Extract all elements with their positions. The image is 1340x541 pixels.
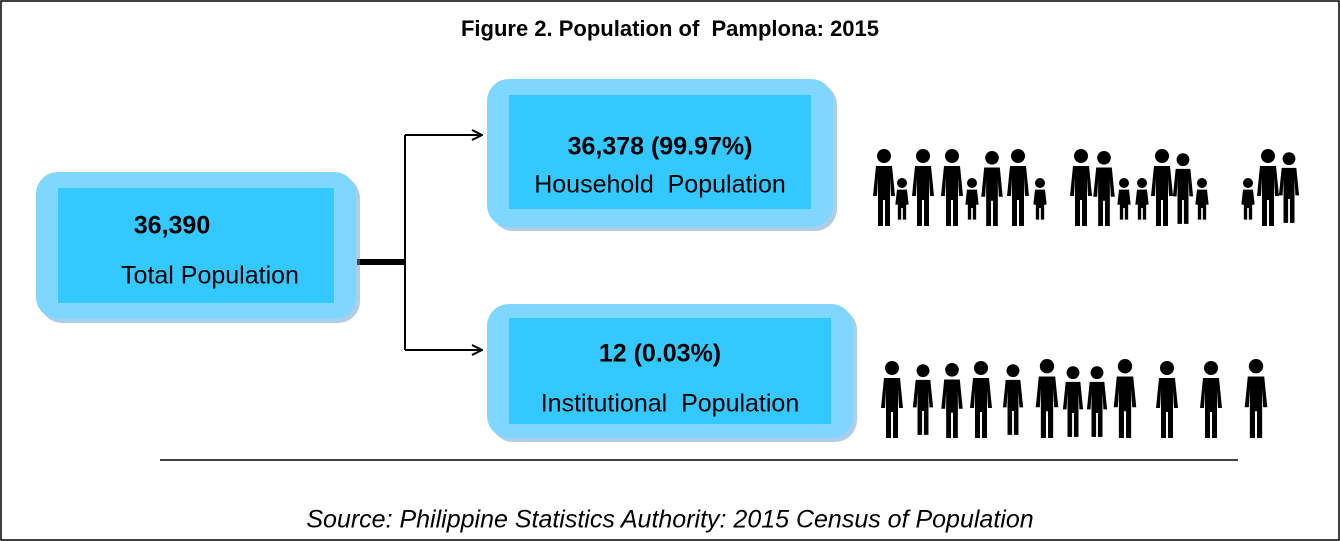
source: Source: Philippine Statistics Authority:… <box>306 506 1033 534</box>
institutional-box: 12 (0.03%) Institutional Population <box>487 304 857 442</box>
node-value: 36,390 <box>134 212 210 240</box>
connector <box>357 135 482 350</box>
title: Figure 2. Population of Pamplona: 2015 <box>461 16 879 41</box>
total-box: 36,390 Total Population <box>36 172 360 323</box>
page: Figure 2. Population of Pamplona: 2015 3… <box>0 0 1340 541</box>
diagram: Figure 2. Population of Pamplona: 2015 3… <box>0 0 1340 541</box>
institutional-icons <box>881 359 1267 438</box>
node-label: Total Population <box>121 262 299 290</box>
node-label: Institutional Population <box>541 390 800 418</box>
household-icons <box>873 149 1299 226</box>
household-box: 36,378 (99.97%) Household Population <box>487 79 837 231</box>
node-label: Household Population <box>534 171 786 199</box>
node-value: 36,378 (99.97%) <box>568 133 753 161</box>
node-value: 12 (0.03%) <box>599 340 721 368</box>
